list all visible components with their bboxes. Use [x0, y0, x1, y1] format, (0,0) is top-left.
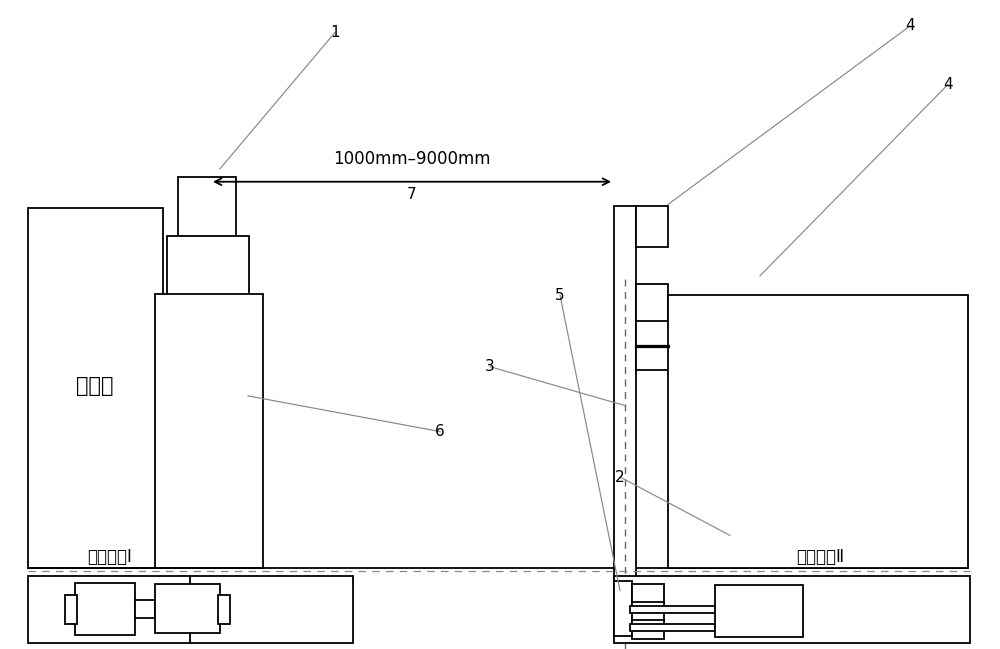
Bar: [630, 606, 715, 613]
Text: 4: 4: [905, 18, 915, 34]
Text: 5: 5: [555, 288, 565, 303]
Bar: [614, 206, 636, 607]
Bar: [715, 585, 803, 637]
Text: 6: 6: [435, 424, 445, 439]
Bar: [668, 295, 968, 568]
Bar: [636, 206, 668, 247]
Bar: [614, 576, 970, 643]
Bar: [155, 294, 263, 568]
Bar: [630, 624, 715, 631]
Bar: [167, 236, 249, 295]
Bar: [28, 576, 353, 643]
Text: 控制柜: 控制柜: [76, 376, 114, 396]
Bar: [178, 177, 236, 237]
Text: 1: 1: [330, 25, 340, 40]
Text: 3: 3: [485, 359, 495, 374]
Text: 1000mm–9000mm: 1000mm–9000mm: [333, 150, 491, 168]
Bar: [65, 595, 77, 624]
Bar: [632, 620, 664, 639]
Text: 2: 2: [615, 469, 625, 485]
Bar: [636, 321, 696, 370]
Bar: [614, 581, 632, 636]
Text: 测量模组Ⅱ: 测量模组Ⅱ: [796, 548, 844, 566]
Bar: [632, 602, 664, 622]
Bar: [155, 584, 220, 633]
Bar: [218, 595, 230, 624]
Bar: [636, 284, 668, 324]
Bar: [135, 600, 155, 618]
Text: 4: 4: [943, 77, 953, 92]
Text: 7: 7: [407, 187, 417, 202]
Bar: [75, 583, 135, 635]
Bar: [28, 208, 163, 568]
Bar: [632, 584, 664, 604]
Text: 测量模组Ⅰ: 测量模组Ⅰ: [88, 548, 132, 566]
